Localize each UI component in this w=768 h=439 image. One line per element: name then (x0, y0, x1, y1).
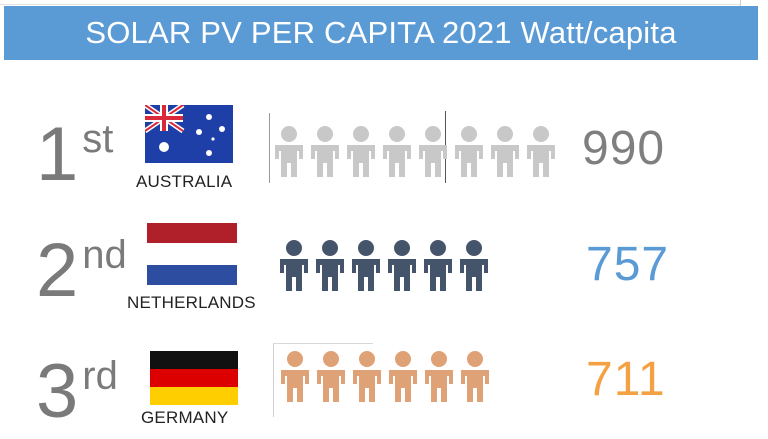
country-label: NETHERLANDS (127, 293, 256, 312)
person-icon (491, 126, 519, 177)
person-icon (353, 351, 381, 402)
person-icon (527, 126, 555, 177)
value-label: 711 (586, 353, 666, 406)
people-pictogram (272, 121, 560, 177)
person-icon (280, 240, 308, 291)
person-icon (383, 126, 411, 177)
person-icon (419, 126, 447, 177)
divider-line (273, 343, 274, 417)
country-label: GERMANY (141, 408, 229, 427)
person-icon (316, 240, 344, 291)
person-icon (352, 240, 380, 291)
person-icon (460, 240, 488, 291)
person-icon (424, 240, 452, 291)
top-border-tick (740, 0, 741, 6)
person-icon (455, 126, 483, 177)
top-border (0, 0, 740, 5)
value-label: 990 (582, 122, 666, 175)
person-icon (461, 351, 489, 402)
person-icon (317, 351, 345, 402)
person-icon (425, 351, 453, 402)
chart-title: SOLAR PV PER CAPITA 2021 Watt/capita (85, 15, 677, 50)
people-pictogram (278, 346, 494, 402)
australia-flag-icon (145, 105, 233, 163)
value-label: 757 (586, 238, 670, 291)
person-icon (281, 351, 309, 402)
person-icon (275, 126, 303, 177)
germany-flag-icon (150, 351, 238, 405)
person-icon (389, 351, 417, 402)
person-icon (311, 126, 339, 177)
people-pictogram (277, 235, 493, 291)
netherlands-flag-icon (147, 223, 237, 285)
person-icon (347, 126, 375, 177)
person-icon (388, 240, 416, 291)
country-label: AUSTRALIA (136, 172, 233, 191)
divider-line (269, 113, 270, 183)
divider-line (273, 343, 373, 344)
title-banner: SOLAR PV PER CAPITA 2021 Watt/capita (4, 6, 758, 60)
